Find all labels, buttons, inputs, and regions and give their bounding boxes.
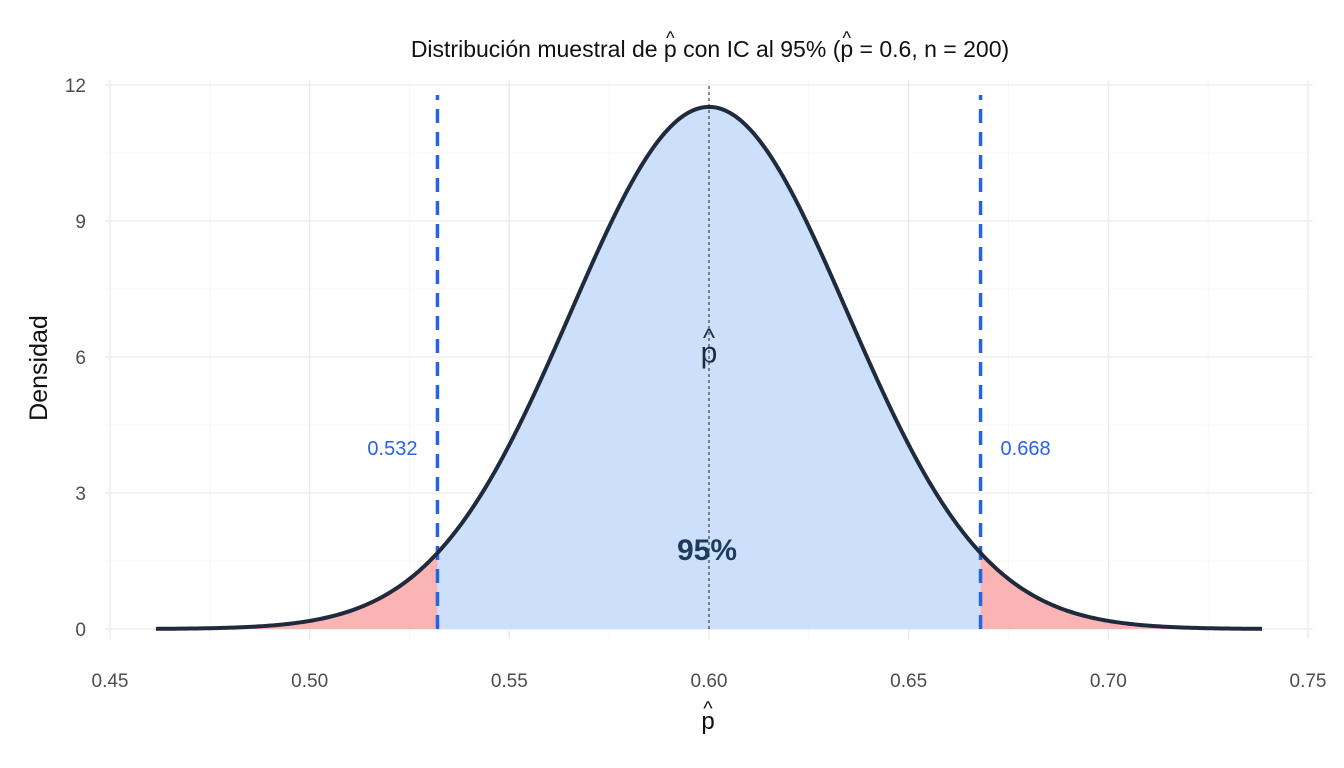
ci-lines xyxy=(435,95,983,629)
x-axis-title: ^ p xyxy=(701,698,714,735)
x-tick-label: 0.75 xyxy=(1290,671,1327,692)
y-axis-label: Densidad xyxy=(25,315,53,421)
center-phat-annotation: ^ p xyxy=(701,322,718,369)
x-tick-label: 0.65 xyxy=(890,671,927,692)
y-tick-label: 3 xyxy=(75,484,86,505)
title-phat-1: p xyxy=(664,36,677,62)
x-axis-label: p xyxy=(701,708,714,735)
area-percentage-label: 95% xyxy=(677,534,737,567)
x-axis-hat: ^ xyxy=(703,698,713,720)
center-phat-hat: ^ xyxy=(703,322,716,352)
title-eq: = 0.6, n = 200) xyxy=(853,36,1009,62)
x-tick-label: 0.60 xyxy=(691,671,728,692)
center-phat-symbol: p xyxy=(701,336,718,369)
y-tick-label: 12 xyxy=(65,76,86,97)
x-tick-label: 0.50 xyxy=(291,671,328,692)
ci-upper-label: 0.668 xyxy=(1001,438,1051,460)
title-phat-2: p xyxy=(840,36,853,62)
shaded-regions xyxy=(155,106,1263,629)
title-hat-2: ^ xyxy=(843,28,852,48)
title-hat-marks: ^ ^ xyxy=(666,28,851,48)
ci-lower-label: 0.532 xyxy=(367,438,417,460)
title-lead: Distribución muestral de xyxy=(411,36,664,62)
x-tick-label: 0.55 xyxy=(491,671,528,692)
region-lower-tail xyxy=(155,552,438,629)
region-upper-tail xyxy=(980,552,1263,629)
x-tick-label: 0.45 xyxy=(92,671,129,692)
region-central-interval xyxy=(437,106,981,629)
chart-title: Distribución muestral de p con IC al 95%… xyxy=(411,36,1009,62)
y-tick-label: 6 xyxy=(75,348,86,369)
density-curve xyxy=(155,104,1263,631)
title-mid: con IC al 95% ( xyxy=(677,36,841,62)
x-tick-label: 0.70 xyxy=(1090,671,1127,692)
title-hat-1: ^ xyxy=(666,28,675,48)
y-tick-label: 0 xyxy=(75,620,86,641)
y-tick-label: 9 xyxy=(75,212,86,233)
tick-labels: 0.45 0.50 0.55 0.60 0.65 0.70 0.75 0 3 6 9 12 xyxy=(65,76,1327,692)
